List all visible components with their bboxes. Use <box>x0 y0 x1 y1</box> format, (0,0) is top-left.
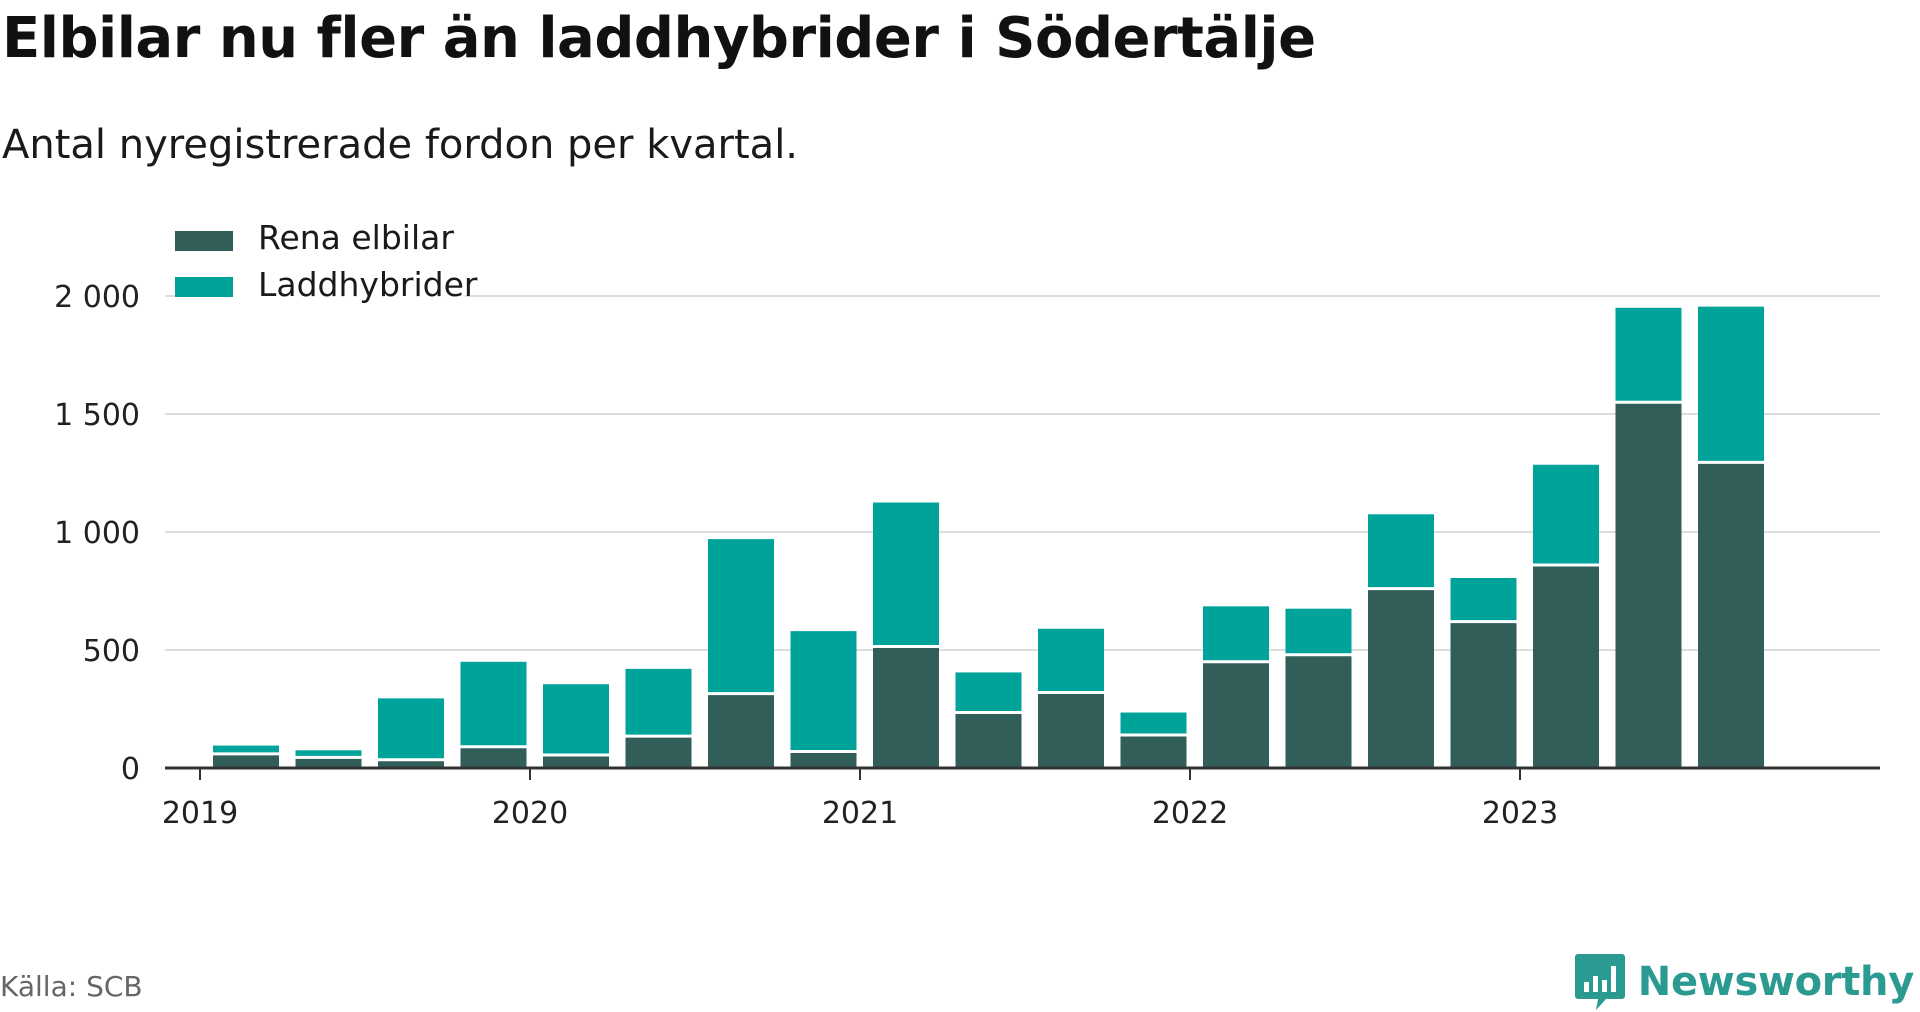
bar-rena-elbilar: Rena elbilar 2019 K4: 35 <box>378 759 444 768</box>
x-tick-label: 2023 <box>1482 796 1558 831</box>
bar-laddhybrider: Laddhybrider 2020 K2: 300 <box>543 684 609 756</box>
bar-laddhybrider: Laddhybrider 2021 K2: 610 <box>873 502 939 647</box>
bar-rena-elbilar: Rena elbilar 2023 K1: 620 <box>1450 621 1517 768</box>
y-tick-label: 0 <box>121 752 140 787</box>
bar-rena-elbilar: Rena elbilar 2022 K4: 760 <box>1368 588 1434 768</box>
bar-rena-elbilar: Rena elbilar 2019 K2: 60 <box>213 753 279 768</box>
bar-laddhybrider: Laddhybrider 2020 K3: 285 <box>625 668 692 737</box>
bar-rena-elbilar: Rena elbilar 2021 K1: 70 <box>790 751 857 768</box>
x-tick-label: 2022 <box>1152 796 1228 831</box>
bar-laddhybrider: Laddhybrider 2023 K4: 660 <box>1698 306 1764 463</box>
legend-label-laddhybrider: Laddhybrider <box>258 265 478 304</box>
bar-laddhybrider: Laddhybrider 2019 K2: 35 <box>213 745 279 754</box>
bar-rena-elbilar: Rena elbilar 2023 K2: 860 <box>1533 565 1599 768</box>
bar-rena-elbilar: Rena elbilar 2020 K1: 90 <box>460 746 527 768</box>
legend: Rena elbilar Laddhybrider <box>175 218 478 320</box>
chart-subtitle: Antal nyregistrerade fordon per kvartal. <box>2 122 799 168</box>
bar-rena-elbilar: Rena elbilar 2022 K3: 480 <box>1285 654 1352 768</box>
bar-laddhybrider: Laddhybrider 2022 K2: 235 <box>1203 606 1269 662</box>
bar-rena-elbilar: Rena elbilar 2020 K3: 135 <box>625 736 692 768</box>
brand-logo: Newsworthy <box>1574 952 1914 1012</box>
y-tick-label: 1 000 <box>54 516 140 551</box>
bar-rena-elbilar: Rena elbilar 2020 K4: 315 <box>708 693 774 768</box>
brand-name: Newsworthy <box>1637 959 1915 1005</box>
bar-laddhybrider: Laddhybrider 2020 K1: 360 <box>460 661 527 747</box>
bar-laddhybrider: Laddhybrider 2023 K1: 185 <box>1450 578 1517 622</box>
legend-swatch-laddhybrider <box>175 277 233 297</box>
x-tick-label: 2019 <box>162 796 238 831</box>
bar-laddhybrider: Laddhybrider 2022 K1: 95 <box>1120 712 1187 735</box>
bar-rena-elbilar: Rena elbilar 2020 K2: 55 <box>543 755 609 768</box>
newsworthy-logo-icon <box>1574 954 1625 1010</box>
bar-laddhybrider: Laddhybrider 2023 K3: 400 <box>1615 307 1682 403</box>
bar-rena-elbilar: Rena elbilar 2021 K4: 320 <box>1038 692 1104 768</box>
chart-title: Elbilar nu fler än laddhybrider i Södert… <box>2 6 1316 71</box>
bar-laddhybrider: Laddhybrider 2022 K3: 195 <box>1285 608 1352 655</box>
bar-laddhybrider: Laddhybrider 2023 K2: 425 <box>1533 464 1599 566</box>
y-tick-label: 2 000 <box>54 280 140 315</box>
x-tick-label: 2020 <box>492 796 568 831</box>
bar-laddhybrider: Laddhybrider 2021 K4: 270 <box>1038 628 1104 693</box>
bar-rena-elbilar: Rena elbilar 2021 K2: 515 <box>873 646 939 768</box>
source-note: Källa: SCB <box>0 970 143 1003</box>
bar-rena-elbilar: Rena elbilar 2022 K2: 450 <box>1203 661 1269 768</box>
bar-rena-elbilar: Rena elbilar 2023 K4: 1295 <box>1698 462 1764 768</box>
bar-rena-elbilar: Rena elbilar 2022 K1: 140 <box>1120 734 1187 768</box>
legend-label-rena-elbilar: Rena elbilar <box>258 218 454 257</box>
bar-laddhybrider: Laddhybrider 2019 K3: 30 <box>295 750 362 758</box>
y-tick-label: 1 500 <box>54 398 140 433</box>
bar-laddhybrider: Laddhybrider 2021 K1: 510 <box>790 631 857 752</box>
bar-laddhybrider: Laddhybrider 2020 K4: 655 <box>708 539 774 694</box>
x-tick-label: 2021 <box>822 796 898 831</box>
bar-laddhybrider: Laddhybrider 2021 K3: 170 <box>955 672 1022 713</box>
bar-laddhybrider: Laddhybrider 2019 K4: 260 <box>378 698 444 760</box>
bar-laddhybrider: Laddhybrider 2022 K4: 315 <box>1368 514 1434 589</box>
bar-rena-elbilar: Rena elbilar 2019 K3: 45 <box>295 757 362 768</box>
legend-swatch-rena-elbilar <box>175 231 233 251</box>
bar-rena-elbilar: Rena elbilar 2023 K3: 1550 <box>1615 402 1682 768</box>
bar-rena-elbilar: Rena elbilar 2021 K3: 235 <box>955 712 1022 768</box>
y-tick-label: 500 <box>83 634 140 669</box>
